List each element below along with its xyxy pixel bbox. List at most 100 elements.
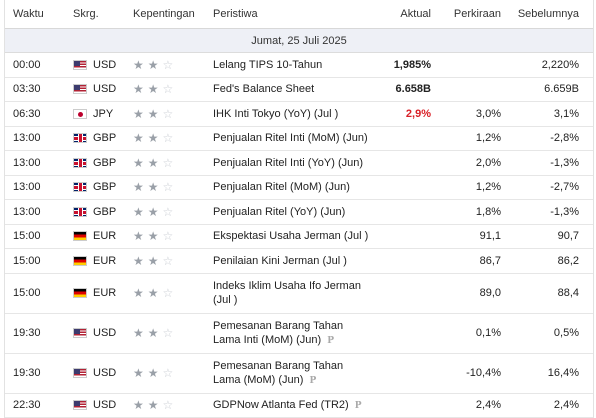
event-time: 19:30 bbox=[5, 367, 65, 379]
forecast-value: 1,2% bbox=[435, 132, 505, 144]
star-icon: ★ bbox=[133, 206, 144, 218]
star-icon: ☆ bbox=[163, 132, 174, 144]
star-icon: ☆ bbox=[163, 367, 174, 379]
importance-stars: ★★☆ bbox=[125, 287, 205, 299]
header-time[interactable]: Waktu bbox=[5, 8, 65, 20]
event-title[interactable]: IHK Inti Tokyo (YoY) (Jul ) bbox=[213, 108, 338, 120]
gb-flag-icon bbox=[73, 133, 87, 143]
header-previous[interactable]: Sebelumnya bbox=[505, 8, 591, 20]
star-icon: ☆ bbox=[163, 181, 174, 193]
importance-stars: ★ ★ ☆ bbox=[125, 108, 205, 120]
event-name[interactable]: Fed's Balance Sheet bbox=[205, 82, 375, 96]
previous-value: 88,4 bbox=[505, 287, 591, 299]
event-title[interactable]: Penjualan Ritel (MoM) (Jun) bbox=[213, 181, 350, 193]
event-time: 15:00 bbox=[5, 230, 65, 242]
star-icon: ★ bbox=[133, 399, 144, 411]
star-icon: ★ bbox=[148, 287, 159, 299]
event-name[interactable]: Lelang TIPS 10-Tahun bbox=[205, 58, 375, 72]
star-icon: ★ bbox=[148, 157, 159, 169]
forecast-value: 3,0% bbox=[435, 108, 505, 120]
us-flag-icon bbox=[73, 84, 87, 94]
event-name[interactable]: GDPNow Atlanta Fed (TR2)P bbox=[205, 398, 375, 413]
header-importance[interactable]: Kepentingan bbox=[125, 8, 205, 20]
event-time: 13:00 bbox=[5, 181, 65, 193]
event-title[interactable]: Pemesanan Barang Tahan bbox=[213, 320, 343, 332]
star-icon: ☆ bbox=[163, 206, 174, 218]
event-name[interactable]: Pemesanan Barang Tahan Lama Inti (MoM) (J… bbox=[205, 319, 375, 348]
actual-value: 1,985% bbox=[375, 59, 435, 71]
event-name[interactable]: Penjualan Ritel (YoY) (Jun) bbox=[205, 205, 375, 219]
importance-stars: ★★☆ bbox=[125, 255, 205, 267]
event-title[interactable]: Indeks Iklim Usaha Ifo Jerman bbox=[213, 280, 361, 292]
currency-code: EUR bbox=[93, 255, 116, 267]
event-title-line2[interactable]: (Jul ) bbox=[213, 294, 237, 306]
importance-stars: ★ ★ ☆ bbox=[125, 206, 205, 218]
star-icon: ★ bbox=[133, 181, 144, 193]
event-name[interactable]: Indeks Iklim Usaha Ifo Jerman (Jul ) bbox=[205, 279, 375, 307]
star-icon: ★ bbox=[148, 108, 159, 120]
event-title[interactable]: Pemesanan Barang Tahan bbox=[213, 360, 343, 372]
currency-code: EUR bbox=[93, 230, 116, 242]
event-title-line2[interactable]: Lama (MoM) (Jun) bbox=[213, 374, 303, 386]
event-name[interactable]: IHK Inti Tokyo (YoY) (Jul ) bbox=[205, 107, 375, 121]
previous-value: -1,3% bbox=[505, 206, 591, 218]
event-time: 19:30 bbox=[5, 327, 65, 339]
gb-flag-icon bbox=[73, 158, 87, 168]
event-name[interactable]: Penjualan Ritel Inti (MoM) (Jun) bbox=[205, 131, 375, 145]
star-icon: ☆ bbox=[163, 399, 174, 411]
event-title-line2[interactable]: Lama Inti (MoM) (Jun) bbox=[213, 334, 321, 346]
header-actual[interactable]: Aktual bbox=[375, 8, 435, 20]
event-name[interactable]: Penilaian Kini Jerman (Jul ) bbox=[205, 254, 375, 268]
star-icon: ★ bbox=[148, 399, 159, 411]
event-name[interactable]: Penjualan Ritel Inti (YoY) (Jun) bbox=[205, 156, 375, 170]
preliminary-icon: P bbox=[355, 401, 362, 411]
forecast-value: 2,4% bbox=[435, 399, 505, 411]
event-title[interactable]: Penjualan Ritel Inti (YoY) (Jun) bbox=[213, 157, 363, 169]
header-event[interactable]: Peristiwa bbox=[205, 7, 375, 21]
previous-value: 2,220% bbox=[505, 59, 591, 71]
previous-value: 0,5% bbox=[505, 327, 591, 339]
star-icon: ★ bbox=[148, 230, 159, 242]
event-title[interactable]: Penjualan Ritel (YoY) (Jun) bbox=[213, 206, 345, 218]
us-flag-icon bbox=[73, 368, 87, 378]
event-title[interactable]: Penjualan Ritel Inti (MoM) (Jun) bbox=[213, 132, 368, 144]
de-flag-icon bbox=[73, 288, 87, 298]
forecast-value: 1,2% bbox=[435, 181, 505, 193]
event-name[interactable]: Ekspektasi Usaha Jerman (Jul ) bbox=[205, 229, 375, 243]
star-icon: ★ bbox=[148, 181, 159, 193]
header-forecast[interactable]: Perkiraan bbox=[435, 8, 505, 20]
star-icon: ★ bbox=[148, 206, 159, 218]
event-time: 13:00 bbox=[5, 132, 65, 144]
event-time: 13:00 bbox=[5, 206, 65, 218]
previous-value: 3,1% bbox=[505, 108, 591, 120]
header-currency[interactable]: Skrg. bbox=[65, 8, 125, 20]
event-title[interactable]: Lelang TIPS 10-Tahun bbox=[213, 59, 322, 71]
forecast-value: 91,1 bbox=[435, 230, 505, 242]
star-icon: ☆ bbox=[163, 108, 174, 120]
event-title[interactable]: Fed's Balance Sheet bbox=[213, 83, 314, 95]
preliminary-icon: P bbox=[327, 336, 334, 346]
gb-flag-icon bbox=[73, 182, 87, 192]
event-title[interactable]: Ekspektasi Usaha Jerman (Jul ) bbox=[213, 230, 368, 242]
importance-stars: ★★☆ bbox=[125, 327, 205, 339]
star-icon: ★ bbox=[133, 108, 144, 120]
star-icon: ☆ bbox=[163, 327, 174, 339]
event-name[interactable]: Penjualan Ritel (MoM) (Jun) bbox=[205, 180, 375, 194]
importance-stars: ★★☆ bbox=[125, 157, 205, 169]
event-title[interactable]: Penilaian Kini Jerman (Jul ) bbox=[213, 255, 347, 267]
